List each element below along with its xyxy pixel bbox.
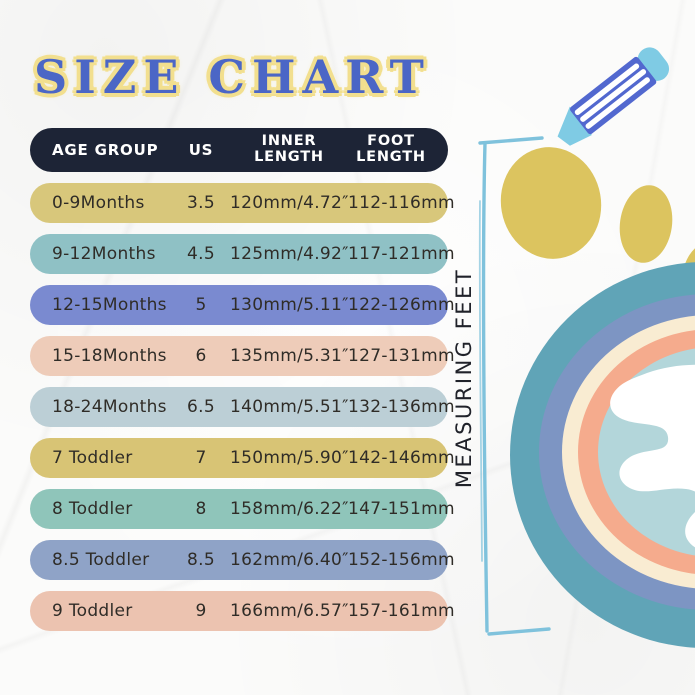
cell-inner-length: 125mm/4.92″ [230,244,349,264]
cell-inner-length: 150mm/5.90″ [230,448,349,468]
cell-foot-length: 117-121mm [348,244,455,264]
cell-us-size: 8.5 [187,550,215,570]
cell-foot-length: 112-116mm [348,193,455,213]
column-header-inner-length: INNER LENGTH [254,133,324,165]
cell-inner-length: 130mm/5.11″ [230,295,349,315]
cell-us-size: 6.5 [187,397,215,417]
cell-age-group: 15-18Months [52,346,167,366]
page-title: SIZE CHART [34,50,431,104]
table-row: 8 Toddler 8 158mm/6.22″ 147-151mm [30,489,455,529]
table-header-row: AGE GROUP US INNER LENGTH FOOT LENGTH [30,128,448,172]
cell-us-size: 5 [195,295,207,315]
column-header-us: US [188,141,214,159]
sole-ring-2 [539,294,695,610]
third-toe-shape [675,236,695,312]
sole-ring-3 [562,315,695,589]
cell-foot-length: 152-156mm [348,550,455,570]
cell-age-group: 12-15Months [52,295,167,315]
cell-age-group: 7 Toddler [52,448,133,468]
cell-foot-length: 122-126mm [348,295,455,315]
measuring-feet-label: MEASURING FEET [452,267,476,489]
column-header-age-group: AGE GROUP [52,141,159,159]
cell-age-group: 9 Toddler [52,601,133,621]
table-row: 9-12Months 4.5 125mm/4.92″ 117-121mm [30,234,455,274]
measuring-bracket-line [478,136,551,636]
pencil-icon [557,47,670,146]
cell-inner-length: 140mm/5.51″ [230,397,349,417]
cell-foot-length: 142-146mm [348,448,455,468]
cell-us-size: 7 [195,448,207,468]
cell-us-size: 8 [195,499,207,519]
cell-foot-length: 127-131mm [348,346,455,366]
cell-inner-length: 166mm/6.57″ [230,601,349,621]
cell-age-group: 9-12Months [52,244,156,264]
cell-age-group: 8.5 Toddler [52,550,150,570]
sole-white-splat [610,364,695,548]
sole-center [598,347,695,557]
cell-inner-length: 158mm/6.22″ [230,499,349,519]
table-row: 12-15Months 5 130mm/5.11″ 122-126mm [30,285,455,325]
column-header-foot-length: FOOT LENGTH [356,133,426,165]
cell-us-size: 3.5 [187,193,215,213]
cell-foot-length: 157-161mm [348,601,455,621]
table-row: 0-9Months 3.5 120mm/4.72″ 112-116mm [30,183,455,223]
table-row: 8.5 Toddler 8.5 162mm/6.40″ 152-156mm [30,540,455,580]
size-chart-table: AGE GROUP US INNER LENGTH FOOT LENGTH 0-… [30,128,455,631]
cell-us-size: 4.5 [187,244,215,264]
table-row: 9 Toddler 9 166mm/6.57″ 157-161mm [30,591,455,631]
cell-us-size: 9 [195,601,207,621]
cell-inner-length: 135mm/5.31″ [230,346,349,366]
cell-foot-length: 147-151mm [348,499,455,519]
cell-age-group: 8 Toddler [52,499,133,519]
cell-us-size: 6 [195,346,207,366]
cell-age-group: 18-24Months [52,397,167,417]
cell-age-group: 0-9Months [52,193,145,213]
cell-inner-length: 120mm/4.72″ [230,193,349,213]
table-row: 18-24Months 6.5 140mm/5.51″ 132-136mm [30,387,455,427]
second-toe-shape [614,181,678,267]
table-row: 7 Toddler 7 150mm/5.90″ 142-146mm [30,438,455,478]
cell-inner-length: 162mm/6.40″ [230,550,349,570]
table-row: 15-18Months 6 135mm/5.31″ 127-131mm [30,336,455,376]
cell-foot-length: 132-136mm [348,397,455,417]
sole-ring-4 [578,329,695,575]
